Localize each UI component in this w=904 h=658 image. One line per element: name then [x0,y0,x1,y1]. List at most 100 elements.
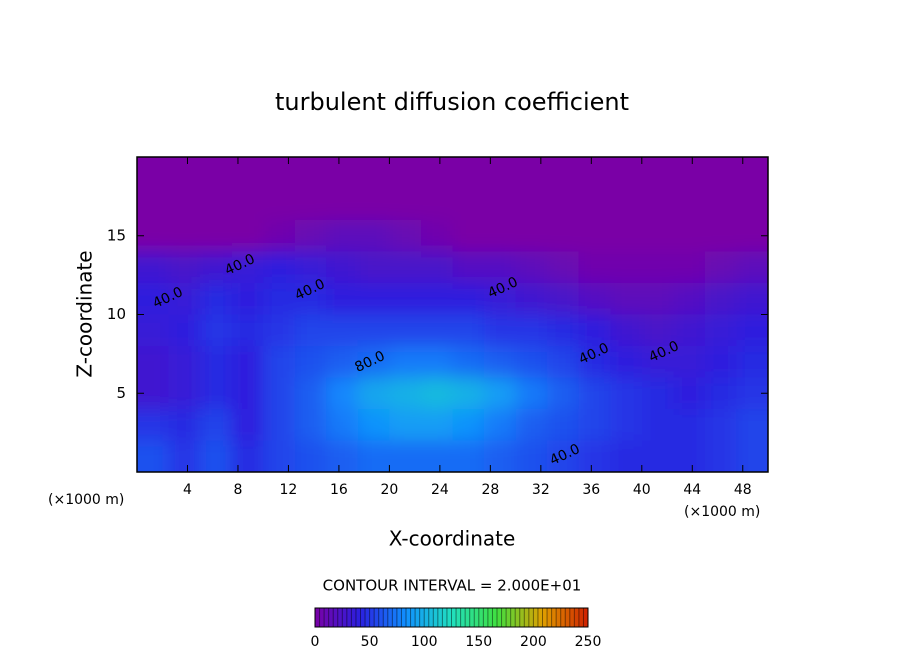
field-cell [294,220,327,252]
field-cell [452,188,485,221]
field-cell [357,409,390,441]
field-cell [389,220,422,252]
field-cell [420,346,453,378]
colorbar-swatch [583,608,589,627]
field-cell [420,188,453,221]
colorbar-swatch [374,608,379,627]
field-cell [389,409,422,441]
colorbar-tick-label: 50 [361,634,379,650]
field-cell [641,220,674,252]
colorbar-swatch [460,608,466,627]
field-cell [200,377,233,410]
colorbar-swatch [556,608,561,627]
field-cell [610,251,643,284]
colorbar-swatch [360,608,366,627]
field-cell [736,283,768,315]
colorbar-swatch [424,608,430,627]
y-tick-label: 15 [107,226,126,244]
field-cell [736,157,768,189]
field-cell [610,346,643,378]
x-tick-label: 4 [183,482,192,498]
colorbar-swatch [328,608,334,627]
field-cell [484,283,517,315]
field-cell [168,283,201,315]
field-cell [484,377,517,410]
field-cell [231,157,264,189]
field-cell [704,220,737,252]
field-cell [704,188,737,221]
field-cell [263,377,296,410]
field-cell [326,346,359,378]
field-cell [515,157,548,189]
y-axis-label: Z-coordinate [73,250,97,377]
field-cell [168,251,201,284]
colorbar-swatch [524,608,530,627]
field-cell [610,377,643,410]
field-cell [357,440,390,472]
field-cell [484,220,517,252]
field-cell [547,157,580,189]
field-cell [168,188,201,221]
colorbar-tick-label: 150 [465,634,492,650]
field-cell [610,188,643,221]
field-cell [231,346,264,378]
field-cell [452,220,485,252]
field-cell [641,314,674,347]
field-cell [673,377,706,410]
field-cell [736,409,768,441]
field-cell [452,409,485,441]
colorbar-tick-label: 250 [575,634,602,650]
field-cell [168,409,201,441]
field-cell [326,188,359,221]
field-cell [326,251,359,284]
field-cell [736,188,768,221]
field-cell [389,346,422,378]
colorbar-swatch [437,608,443,627]
colorbar-swatch [569,608,575,627]
field-cell [200,440,233,472]
field-cell [736,346,768,378]
field-cell [704,377,737,410]
colorbar-swatch [365,608,370,627]
field-cell [389,157,422,189]
field-cell [137,283,170,315]
y-tick-label: 5 [116,384,126,402]
field-cell [231,188,264,221]
field-cell [578,346,611,378]
field-cell [673,251,706,284]
field-cell [357,251,390,284]
field-cell [610,157,643,189]
colorbar-swatch [342,608,348,627]
field-cell [326,377,359,410]
field-cell [484,251,517,284]
field-cell [420,283,453,315]
field-cell [294,157,327,189]
field-cell [389,283,422,315]
field-cell [231,440,264,472]
colorbar-swatch [474,608,480,627]
field-cell [578,251,611,284]
colorbar-swatch [337,608,343,627]
field-cell [578,188,611,221]
field-cell [137,157,170,189]
field-cell [641,283,674,315]
field-cell [137,188,170,221]
field-cell [704,409,737,441]
colorbar-swatch [483,608,489,627]
field-cell [452,377,485,410]
colorbar-swatch [428,608,434,627]
field-cell [200,157,233,189]
field-cell [515,377,548,410]
colorbar-swatch [383,608,389,627]
field-cell [515,314,548,347]
colorbar-swatch [315,608,320,627]
field-cell [231,251,264,284]
field-cell [263,409,296,441]
field-cell [137,409,170,441]
field-cell [484,409,517,441]
field-cell [610,220,643,252]
field-cell [452,283,485,315]
field-cell [263,188,296,221]
field-cell [515,283,548,315]
